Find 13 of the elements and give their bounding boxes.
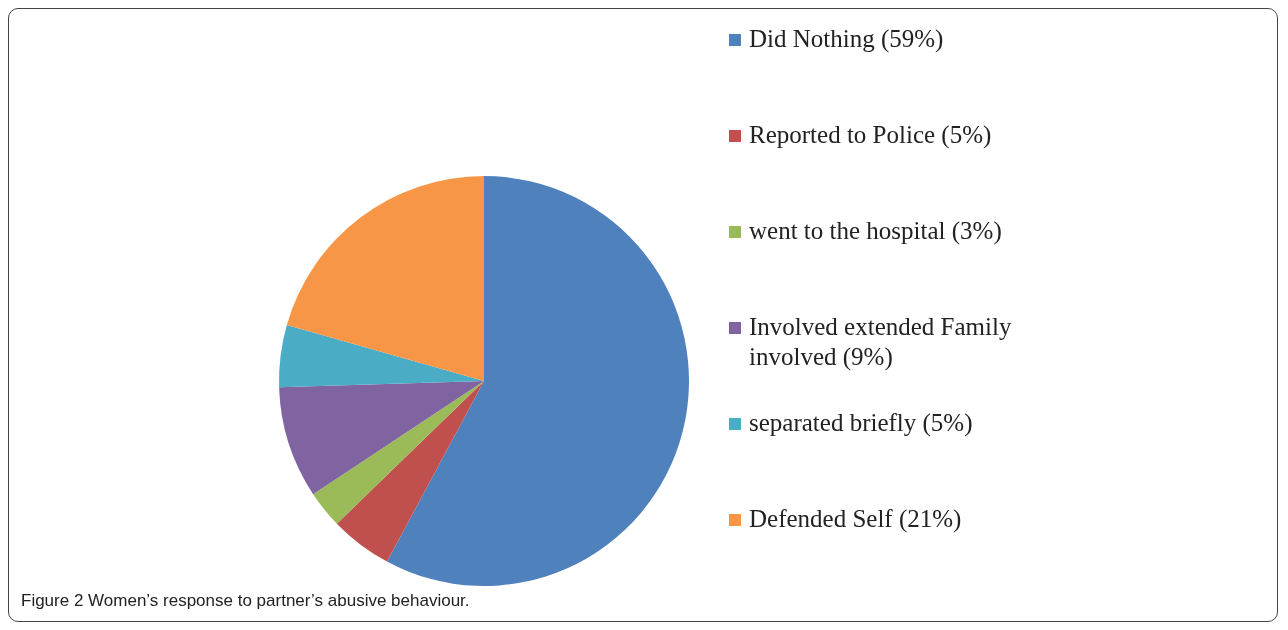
legend-label: Defended Self (21%) [749,504,962,534]
pie-slice [286,176,484,381]
legend-label: Did Nothing (59%) [749,24,944,54]
legend-label: separated briefly (5%) [749,408,973,438]
legend-label: Reported to Police (5%) [749,120,992,150]
pie-slice [313,381,484,524]
pie-slice [279,381,484,495]
pie-slice [279,324,484,388]
legend-label: went to the hospital (3%) [749,216,1002,246]
pie-slice [336,381,484,562]
text: Figure 2 Women’s response to partner’s abusive behaviour. [21,591,470,611]
legend-label: Involved extended Family involved (9%) [749,312,1013,372]
pie-slice [387,176,689,586]
